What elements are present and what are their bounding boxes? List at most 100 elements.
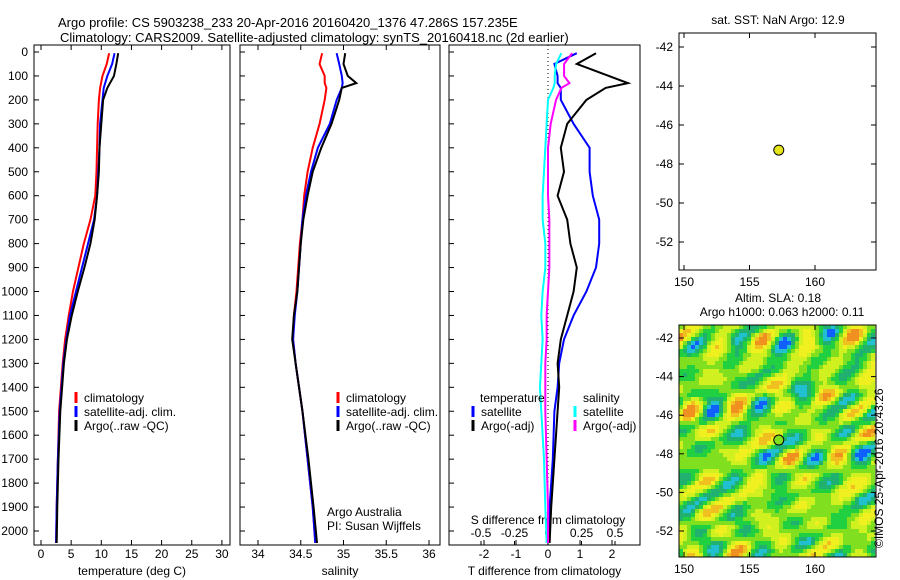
sla-cell: [871, 445, 876, 450]
sla-cell: [799, 405, 804, 410]
sla-cell: [867, 521, 872, 526]
sla-cell: [811, 481, 816, 486]
sla-cell: [795, 337, 800, 342]
sla-cell: [763, 393, 768, 398]
sla-cell: [683, 509, 688, 514]
sla-cell: [731, 497, 736, 502]
sla-cell: [803, 529, 808, 534]
sla-cell: [819, 353, 824, 358]
sla-cell: [791, 413, 796, 418]
sla-cell: [703, 529, 708, 534]
sla-cell: [759, 481, 764, 486]
sla-cell: [783, 393, 788, 398]
sla-cell: [687, 433, 692, 438]
sla-cell: [815, 349, 820, 354]
sla-cell: [763, 449, 768, 454]
sla-cell: [727, 329, 732, 334]
sla-cell: [859, 417, 864, 422]
sla-cell: [759, 485, 764, 490]
sla-cell: [867, 341, 872, 346]
sla-cell: [795, 525, 800, 530]
sla-cell: [779, 477, 784, 482]
sla-cell: [855, 417, 860, 422]
sla-cell: [707, 545, 712, 550]
sla-cell: [735, 541, 740, 546]
sla-cell: [715, 329, 720, 334]
sla-cell: [791, 373, 796, 378]
sla-cell: [723, 541, 728, 546]
sla-cell: [699, 477, 704, 482]
sla-cell: [775, 489, 780, 494]
sla-cell: [799, 441, 804, 446]
sla-map-ytick-label: -42: [656, 331, 674, 345]
sla-cell: [755, 405, 760, 410]
sla-cell: [851, 453, 856, 458]
sla-cell: [679, 401, 684, 406]
sla-cell: [739, 493, 744, 498]
sla-cell: [851, 401, 856, 406]
sla-cell: [683, 425, 688, 430]
sla-cell: [719, 501, 724, 506]
sla-cell: [695, 533, 700, 538]
sla-cell: [839, 549, 844, 554]
sla-cell: [771, 341, 776, 346]
sla-cell: [711, 413, 716, 418]
sla-cell: [851, 533, 856, 538]
sla-cell: [755, 509, 760, 514]
sla-cell: [799, 401, 804, 406]
sla-cell: [859, 553, 864, 558]
difference-xtick-label: 1: [577, 547, 584, 561]
sla-cell: [835, 357, 840, 362]
sla-cell: [735, 537, 740, 542]
sla-cell: [699, 481, 704, 486]
sla-cell: [783, 333, 788, 338]
sla-cell: [807, 393, 812, 398]
sla-cell: [819, 493, 824, 498]
sla-cell: [699, 461, 704, 466]
sla-cell: [775, 481, 780, 486]
sla-cell: [851, 365, 856, 370]
sla-cell: [743, 373, 748, 378]
sla-cell: [719, 397, 724, 402]
sla-cell: [703, 485, 708, 490]
sla-cell: [867, 481, 872, 486]
sla-cell: [787, 369, 792, 374]
sla-cell: [827, 505, 832, 510]
sla-cell: [731, 493, 736, 498]
sla-cell: [735, 481, 740, 486]
sla-cell: [695, 373, 700, 378]
sla-cell: [687, 441, 692, 446]
sla-cell: [767, 353, 772, 358]
sla-cell: [695, 461, 700, 466]
sla-cell: [727, 537, 732, 542]
sla-cell: [851, 449, 856, 454]
sla-cell: [695, 465, 700, 470]
sla-cell: [803, 425, 808, 430]
sla-cell: [743, 489, 748, 494]
sla-cell: [755, 457, 760, 462]
sla-cell: [687, 545, 692, 550]
legend-label: satellite: [481, 405, 522, 419]
depth-ytick-label: 200: [8, 93, 28, 107]
sla-cell: [843, 473, 848, 478]
sla-cell: [707, 481, 712, 486]
sla-cell: [699, 333, 704, 338]
sla-cell: [719, 517, 724, 522]
sla-cell: [859, 461, 864, 466]
sla-cell: [719, 473, 724, 478]
sla-cell: [763, 365, 768, 370]
sla-cell: [771, 365, 776, 370]
figure-title-line1: Argo profile: CS 5903238_233 20-Apr-2016…: [58, 15, 518, 30]
sla-cell: [795, 333, 800, 338]
sla-cell: [763, 417, 768, 422]
sla-cell: [787, 389, 792, 394]
sla-cell: [871, 421, 876, 426]
sla-cell: [843, 369, 848, 374]
sla-cell: [703, 477, 708, 482]
sla-cell: [703, 493, 708, 498]
sla-cell: [711, 389, 716, 394]
sla-cell: [839, 365, 844, 370]
sla-cell: [839, 481, 844, 486]
sla-cell: [687, 337, 692, 342]
